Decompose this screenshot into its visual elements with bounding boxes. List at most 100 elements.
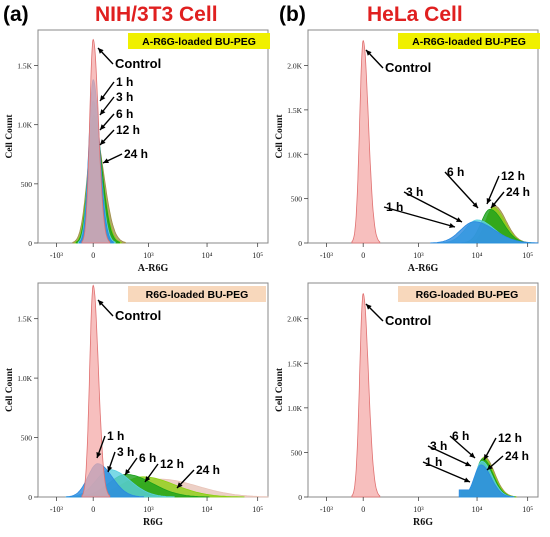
panel-label-a: (a) [3,3,29,26]
panel-label-b: (b) [279,3,306,26]
legend-box [128,33,270,49]
series-annotation: Control [115,56,161,71]
y-tick-label: 0 [298,239,302,248]
y-tick-label: 500 [21,180,33,189]
series-annotation: Control [385,60,431,75]
annotation-arrow [449,435,476,459]
arrow-head [469,452,475,458]
series-annotation: 3 h [116,90,133,104]
arrow-head [449,223,455,229]
series-annotation: 6 h [116,107,133,121]
y-tick-label: 2.0K [287,315,302,324]
y-axis-label: Cell Count [5,114,15,159]
arrow-head [100,95,106,101]
x-tick-label: -10³ [320,251,334,260]
series-annotation: 12 h [501,169,525,183]
arrow-head [107,466,113,472]
y-tick-label: 500 [291,195,303,204]
legend-title: A-R6G-loaded BU-PEG [142,36,256,48]
y-tick-label: 1.0K [287,404,302,413]
annotation-arrow [383,206,456,228]
x-tick-label: 0 [91,251,95,260]
histogram-1h [430,221,539,244]
series-annotation: 24 h [124,147,148,161]
y-tick-label: 500 [291,448,303,457]
panel-top-right: 0 500 1.0K 1.5K 2.0K -10³ 0 10³ 10⁴ 10⁵ A-R6G Cell … [275,29,540,274]
x-tick-label: 0 [361,251,365,260]
legend-box [398,286,536,302]
histogram-control [81,38,111,244]
x-tick-label: 10³ [143,251,154,260]
x-tick-label: -10³ [50,505,64,514]
column-title-hela: HeLa Cell [367,3,463,26]
series-annotation: Control [115,308,161,323]
y-axis-label: Cell Count [275,367,285,412]
x-tick-label: 10⁴ [472,251,483,260]
arrow-head [98,48,104,54]
series-annotation: 12 h [498,431,522,445]
arrow-head [464,477,470,483]
plot-frame [307,29,539,244]
series-annotation: 1 h [116,75,133,89]
y-tick-label: 1.5K [287,359,302,368]
series-annotation: 6 h [139,451,156,465]
series-annotation: 24 h [505,449,529,463]
arrow-head [366,304,372,310]
series-annotation: 12 h [160,457,184,471]
panel-bottom-right: 0 500 1.0K 1.5K 2.0K -10³ 0 10³ 10⁴ 10⁵ R6G Cell Co… [275,282,539,528]
plot-frame [307,282,539,498]
x-tick-label: 10⁵ [252,251,263,260]
annotation-arrow [427,445,472,467]
x-tick-label: -10³ [50,251,64,260]
y-tick-label: 1.0K [17,121,32,130]
y-axis-label: Cell Count [275,114,285,159]
legend-box [398,33,540,49]
series-annotation: 6 h [447,165,464,179]
x-tick-label: 0 [361,505,365,514]
series-annotation: 1 h [107,429,124,443]
x-tick-label: 10³ [413,251,424,260]
series-annotation: Control [385,313,431,328]
x-axis-label: A-R6G [408,263,439,274]
x-tick-label: 0 [91,505,95,514]
x-tick-label: -10³ [320,505,334,514]
y-tick-label: 1.5K [17,62,32,71]
arrow-head [484,454,489,460]
arrow-head [103,158,109,164]
annotations-bottom-left: Control 1 h 3 h 6 h 12 h 24 h [96,299,220,489]
annotation-arrow [403,191,463,223]
y-tick-label: 0 [298,493,302,502]
y-tick-label: 1.5K [287,106,302,115]
series-annotation: 24 h [506,185,530,199]
y-tick-label: 1.0K [287,150,302,159]
series-annotation: 1 h [386,200,403,214]
histogram-1h [458,464,514,498]
arrow-head [145,476,151,482]
y-axis-label: Cell Count [5,367,15,412]
annotation-arrow [444,171,479,209]
panel-top-left: 0 500 1.0K 1.5K -10³ 0 10³ 10⁴ 10⁵ A-R6G Cell Coun… [5,29,270,274]
annotations-top-left: Control 1 h3 h 6 h 12 h 24 h [97,47,161,164]
histogram-control [351,39,381,244]
arrow-head [472,202,478,208]
series-annotation: 24 h [196,463,220,477]
arrow-head [125,469,131,475]
series-annotation: 6 h [452,429,469,443]
arrow-head [486,198,492,204]
legend-title: A-R6G-loaded BU-PEG [412,36,526,48]
arrow-head [100,124,106,130]
legend-title: R6G-loaded BU-PEG [146,289,249,301]
x-tick-label: 10⁴ [202,505,213,514]
arrow-head [177,482,183,488]
y-tick-label: 1.5K [17,315,32,324]
arrow-head [487,464,493,470]
series-annotation: 3 h [117,445,134,459]
x-axis-label: R6G [143,517,163,528]
arrow-head [96,452,102,458]
x-tick-label: 10⁵ [522,505,533,514]
plot-frame [37,282,269,498]
